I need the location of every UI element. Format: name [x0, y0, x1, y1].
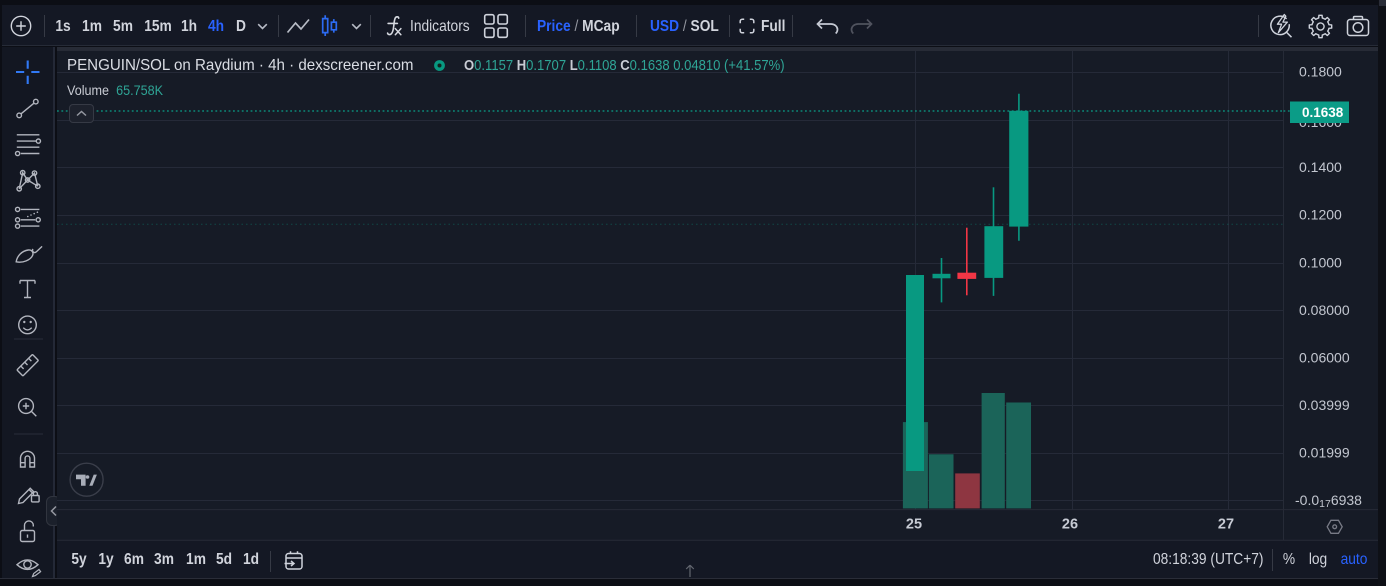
svg-text:25: 25: [906, 517, 922, 533]
svg-text:0.1000: 0.1000: [1299, 255, 1342, 271]
svg-text:0.01999: 0.01999: [1299, 445, 1350, 461]
svg-text:0.08000: 0.08000: [1299, 302, 1350, 318]
svg-text:0.1400: 0.1400: [1299, 159, 1342, 175]
svg-text:0.06000: 0.06000: [1299, 350, 1350, 366]
svg-text:0.1800: 0.1800: [1299, 64, 1342, 80]
svg-text:0.03999: 0.03999: [1299, 397, 1350, 413]
svg-text:26: 26: [1062, 517, 1078, 533]
svg-text:-0.0176938: -0.0176938: [1295, 492, 1362, 510]
svg-text:0.1638: 0.1638: [1302, 105, 1344, 120]
svg-text:0.1200: 0.1200: [1299, 207, 1342, 223]
svg-text:27: 27: [1218, 517, 1234, 533]
